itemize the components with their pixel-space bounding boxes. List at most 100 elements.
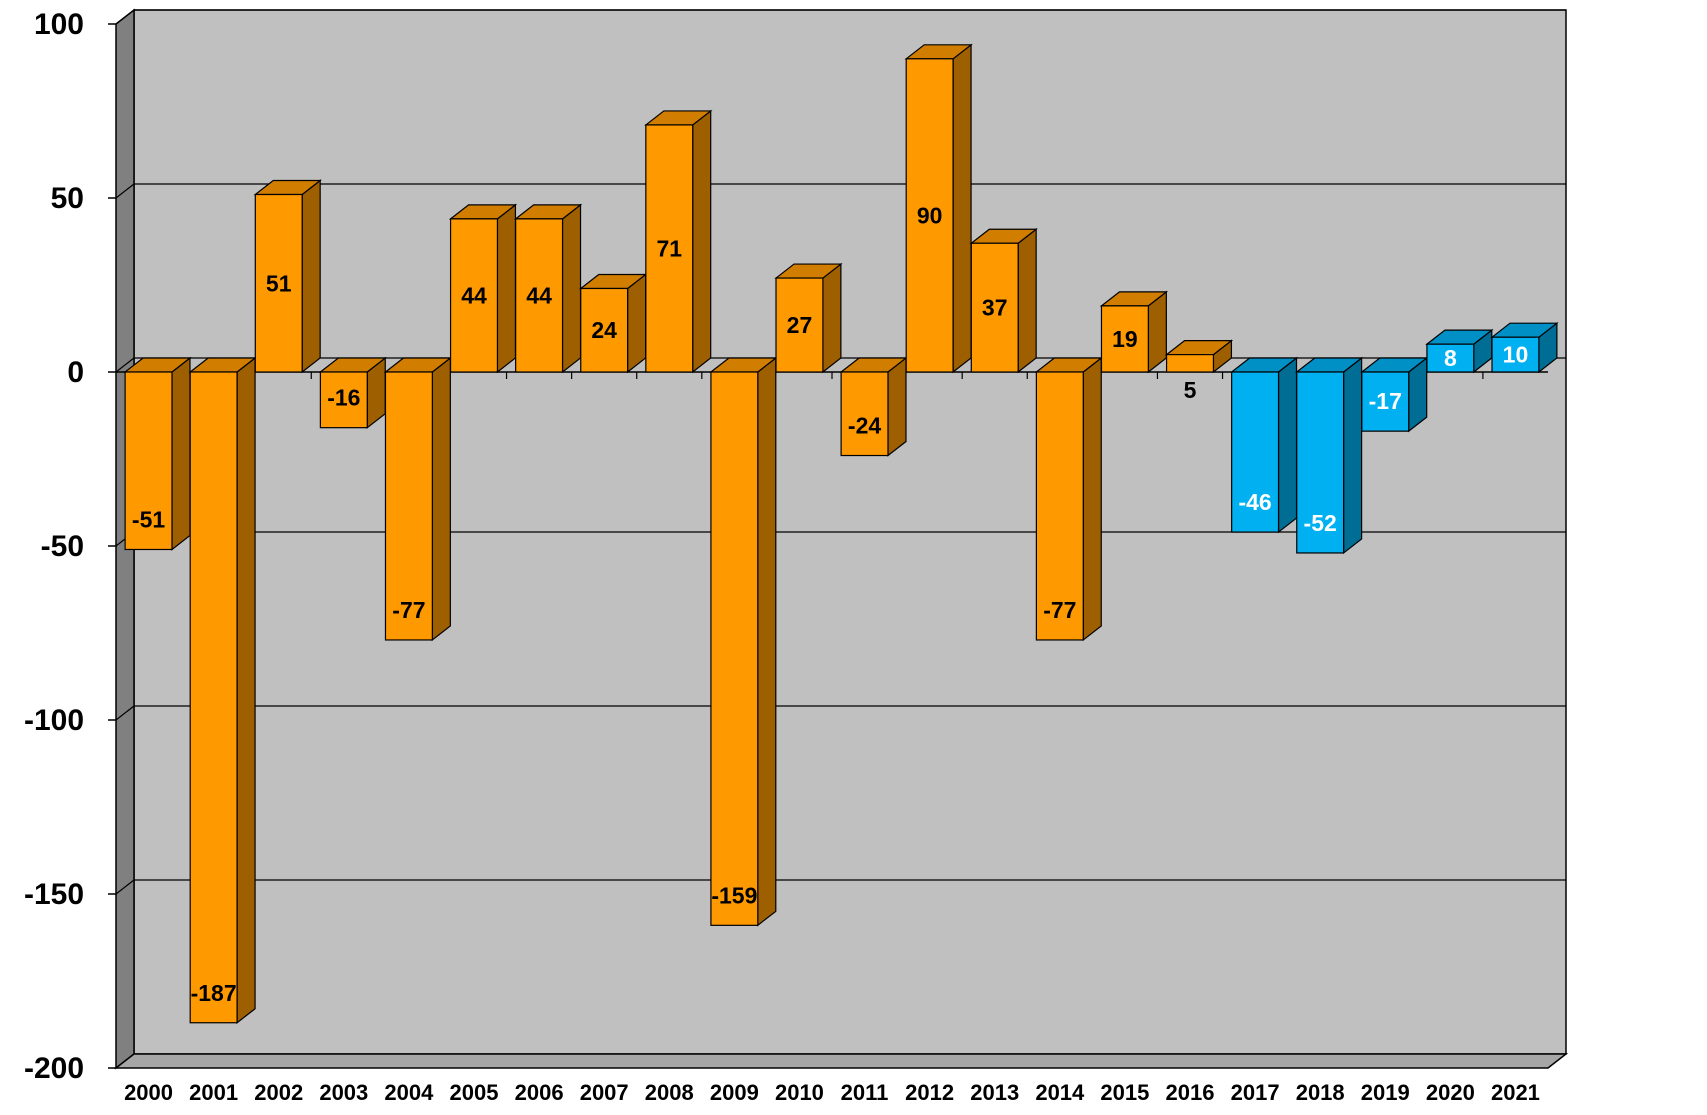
bar-side [1343,356,1363,555]
bar-2010 [774,262,843,374]
bar-front [1491,336,1540,373]
bar-side [431,356,451,642]
data-label: 51 [266,270,292,296]
data-label: 71 [656,235,682,261]
bar-side [236,356,256,1024]
bar-front [775,277,824,373]
bar-front [1100,305,1149,373]
bar-2008 [644,109,713,374]
bar-2019 [1360,356,1429,433]
bar-2017 [1229,356,1299,534]
bar-front [384,371,433,641]
y-tick-label: -50 [41,530,84,563]
bar-front [710,371,759,926]
bar-front [254,193,303,373]
bar-2007 [579,273,648,374]
bar-2014 [1034,356,1103,642]
bar-front [515,218,564,373]
bar-side [822,262,842,374]
bar-front [1231,371,1280,533]
bar-side [952,43,972,374]
data-label: -187 [191,980,237,1006]
bar-front [1426,343,1475,373]
x-tick-label: 2003 [319,1080,368,1105]
data-label: 5 [1184,377,1197,403]
x-tick-label: 2017 [1231,1080,1280,1105]
data-label: 44 [526,282,552,308]
x-tick-label: 2021 [1491,1080,1540,1105]
x-tick-label: 2014 [1035,1080,1085,1105]
x-tick-label: 2019 [1361,1080,1410,1105]
x-tick-label: 2020 [1426,1080,1475,1105]
gridline-side [115,879,135,895]
bar-2001 [188,356,257,1024]
x-tick-label: 2005 [450,1080,499,1105]
bar-side [301,179,321,374]
x-tick-label: 2013 [970,1080,1019,1105]
y-tick-label: 50 [51,182,84,215]
data-label: 90 [917,202,943,228]
bar-side [1277,356,1298,534]
x-tick-label: 2016 [1166,1080,1215,1105]
x-tick-label: 2004 [384,1080,434,1105]
bar-2005 [448,203,518,374]
bar-2012 [904,43,973,374]
bar-front [970,242,1019,373]
floor [113,1053,1569,1069]
gridline-side [115,183,135,199]
gridline-side [115,9,135,25]
x-tick-label: 2009 [710,1080,759,1105]
bar-front [1035,371,1084,641]
data-label: 19 [1112,326,1138,352]
bar-front [189,371,238,1024]
bar-2002 [253,179,322,374]
y-tick-label: 100 [34,8,84,41]
bar-2003 [318,356,387,429]
x-tick-label: 2011 [841,1080,889,1105]
bar-front [905,58,954,373]
y-tick-label: 0 [67,356,84,389]
bar-2015 [1099,290,1169,374]
bar-front [124,371,173,551]
data-label: -46 [1238,489,1271,515]
gridline-side [115,705,135,721]
y-axis: 100 50 0 -50 -100 -150 -200 [24,8,116,1085]
bar-2011 [839,356,908,457]
gridline-side [115,357,135,373]
bar-front [580,287,629,373]
bar-front [449,218,499,373]
x-tick-label: 2018 [1296,1080,1345,1105]
data-label: -16 [327,385,360,411]
bar-front [1361,371,1410,432]
x-axis: 2000 2001 2002 2003 2004 2005 2006 2007 2008 2009… [124,1080,1540,1105]
bar-side [627,273,647,374]
x-tick-label: 2012 [905,1080,954,1105]
bar-front [840,371,889,457]
data-label: 44 [461,282,487,308]
data-label: 10 [1503,342,1529,368]
x-tick-label: 2001 [189,1080,238,1105]
data-labels: -51 -187 51 -16 -77 44 44 24 71 -159 27 -24 90 37 -77 1… [132,202,1528,1005]
bar-side [757,356,777,927]
x-tick-label: 2010 [775,1080,824,1105]
x-tick-label: 2015 [1100,1080,1149,1105]
x-tick-label: 2000 [124,1080,173,1105]
bar-side [692,109,712,374]
bar-2013 [969,228,1038,374]
bar-2004 [383,356,453,642]
data-label: -52 [1304,510,1337,536]
data-label: -51 [132,506,165,532]
bar-front [319,371,368,429]
data-label: 27 [787,312,813,338]
bar-2009 [709,356,778,927]
bar-side [887,356,907,457]
bar-2020 [1425,328,1494,374]
bar-side [171,356,191,551]
bar-2018 [1295,356,1364,555]
bar-2016 [1164,339,1234,374]
bar-side [496,203,517,374]
y-tick-label: -200 [24,1052,84,1085]
data-label: 8 [1444,345,1457,371]
